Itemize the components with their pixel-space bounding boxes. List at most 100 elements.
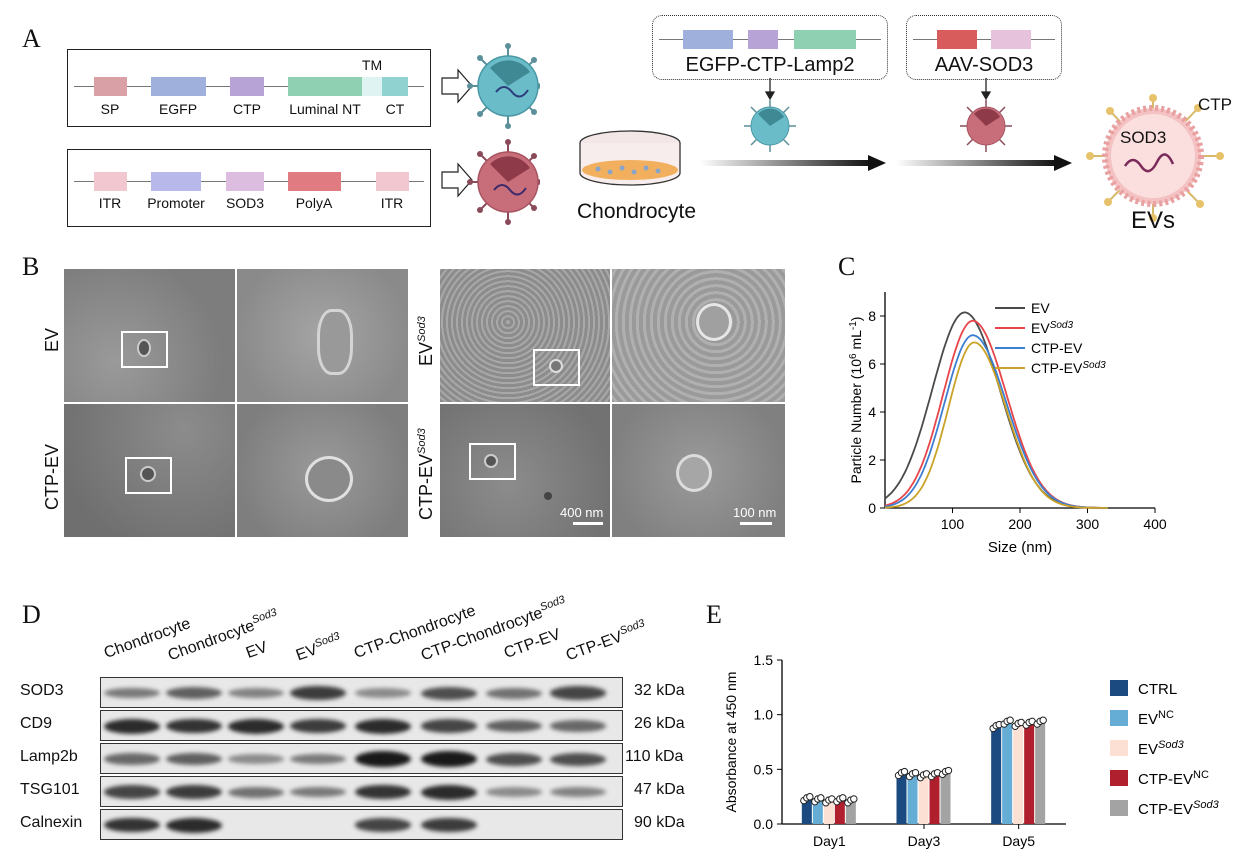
em-tile-ctp-ev-high <box>237 404 408 537</box>
blot-band <box>290 753 346 765</box>
segment-itr-left <box>94 172 127 191</box>
chondrocyte-label: Chondrocyte <box>577 200 697 223</box>
bar <box>801 799 812 824</box>
bar <box>918 776 929 824</box>
zoom-box <box>533 349 580 386</box>
blot-band <box>486 787 542 797</box>
blot-band <box>355 784 411 800</box>
scale-bar-label: 100 nm <box>733 505 777 520</box>
label-base: CTP-EV <box>563 628 625 665</box>
panel-label-b: B <box>22 252 40 281</box>
bar <box>812 801 823 824</box>
data-point <box>944 766 953 775</box>
series-line-3 <box>884 341 1108 509</box>
y-axis-title: Absorbance at 450 nm <box>723 672 739 813</box>
blot-band <box>421 818 477 832</box>
segment-label-promoter: Promoter <box>147 195 205 211</box>
scale-bar <box>573 522 603 525</box>
data-point <box>1006 716 1014 724</box>
x-tick-label: 100 <box>941 516 965 532</box>
lamp2-plasmid-title: EGFP-CTP-Lamp2 <box>685 54 855 76</box>
segment-sod3 <box>226 172 264 191</box>
aav-plasmid-box: AAV-SOD3 <box>906 15 1062 80</box>
blot-column-label: CTP-EVSod3 <box>563 617 649 665</box>
blot-band <box>104 687 160 699</box>
segment-promoter <box>151 172 201 191</box>
panel-label-c: C <box>838 252 856 281</box>
blot-band <box>166 687 222 699</box>
em-tile-ev-low <box>64 269 235 402</box>
panel-a-workflow <box>579 78 1224 222</box>
segment-label-tm: TM <box>361 57 383 73</box>
vesicle-particle <box>137 339 151 357</box>
x-tick-label: 200 <box>1008 516 1032 532</box>
legend-label: CTP-EVNC <box>1138 769 1209 788</box>
blot-column-label: EVSod3 <box>293 630 344 665</box>
blot-band <box>550 686 606 700</box>
legend-label: CTP-EV <box>1031 340 1083 356</box>
vesicle-particle <box>544 492 552 500</box>
x-tick-label: Day5 <box>1002 833 1035 849</box>
em-tile-ev-sod3-low <box>440 269 610 402</box>
bar <box>991 727 1002 824</box>
label-base: CTP-EV <box>416 453 436 520</box>
x-tick-label: 300 <box>1076 516 1100 532</box>
blot-band <box>166 753 222 765</box>
blot-band <box>550 787 606 797</box>
segment-egfp <box>683 30 733 49</box>
zoom-box <box>125 457 172 494</box>
lentivirus-particle-icon <box>467 43 540 129</box>
segment-label-ctp: CTP <box>233 101 261 117</box>
segment-ctp <box>748 30 778 49</box>
blot-band <box>355 688 411 698</box>
aav-small-icon <box>960 100 1012 152</box>
blot-band <box>104 817 160 833</box>
x-axis-title: Size (nm) <box>988 539 1052 556</box>
segment-label-luminal-nt: Luminal NT <box>289 101 361 117</box>
segment-label-polya: PolyA <box>295 195 333 211</box>
legend-label: EV <box>1031 300 1050 316</box>
segment-itr-right <box>376 172 409 191</box>
blot-row-label: Calnexin <box>20 814 83 831</box>
legend-label: CTP-EVSod3 <box>1138 799 1220 818</box>
data-point <box>839 794 847 802</box>
legend-swatch <box>1110 800 1128 816</box>
blot-band <box>166 785 222 799</box>
construct-lamp2b-box: SP EGFP CTP Luminal NT TM CT <box>67 49 431 127</box>
y-axis-title: Particle Number (106 mL-1) <box>848 317 865 484</box>
legend-swatch <box>1110 770 1128 786</box>
blot-band <box>550 752 606 766</box>
bar <box>845 802 856 824</box>
blot-band <box>104 785 160 799</box>
em-tile-ctp-ev-sod3-high: 100 nm <box>612 404 785 537</box>
ev-label: EVs <box>1131 207 1176 234</box>
vesicle-particle <box>484 454 498 468</box>
label-sup: Sod3 <box>250 606 279 627</box>
label-sup: Sod3 <box>416 316 428 342</box>
bar <box>834 801 845 824</box>
bar <box>1002 723 1013 824</box>
vesicle-particle <box>549 359 563 373</box>
vesicle-particle <box>317 309 353 375</box>
legend-label: EVSod3 <box>1138 739 1185 758</box>
blot-column-label: EV <box>244 639 270 663</box>
blot-kda-label: 47 kDa <box>634 781 685 798</box>
bar <box>1035 723 1046 824</box>
plasmid-line <box>913 39 1055 40</box>
zoom-box <box>121 331 168 368</box>
panel-a-virus-illustrations <box>441 43 540 225</box>
vesicle-particle <box>696 303 732 341</box>
segment-egfp <box>151 77 206 96</box>
y-tick-label: 6 <box>868 356 876 372</box>
y-tick-label: 4 <box>868 404 876 420</box>
label-base: EV <box>416 341 436 366</box>
em-tile-ev-high <box>237 269 408 402</box>
x-tick-label: Day3 <box>908 833 941 849</box>
segment-aav-other <box>991 30 1031 49</box>
blot-strip <box>100 677 623 708</box>
blot-band <box>421 751 477 767</box>
aav-plasmid-title: AAV-SOD3 <box>934 54 1034 76</box>
blot-strip <box>100 809 623 840</box>
engineered-ev-icon <box>1086 94 1224 222</box>
ev-cargo-label: SOD3 <box>1120 128 1167 147</box>
